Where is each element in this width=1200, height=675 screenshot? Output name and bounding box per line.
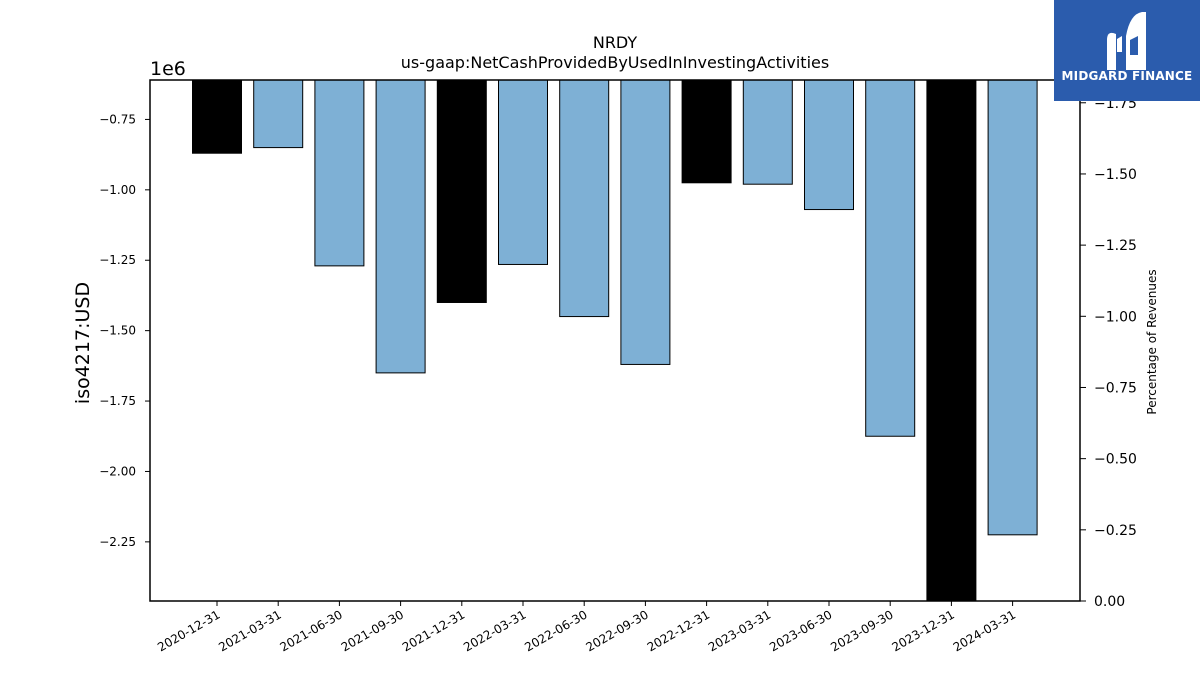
bar-2022-12-31 [681, 79, 732, 184]
plot-frame [149, 79, 1081, 602]
bar-2024-03-31 [987, 79, 1038, 536]
x-tick-label: 2023-06-30 [767, 607, 834, 654]
bar-2021-12-31 [436, 79, 487, 303]
bar-2021-06-30 [314, 79, 365, 267]
y2-tick-label: −1.00 [1094, 309, 1137, 325]
y-tick-label: −1.25 [99, 253, 136, 267]
y2-tick-label: −1.50 [1094, 167, 1137, 183]
x-axis-ticks: 2020-12-312021-03-312021-06-302021-09-30… [155, 601, 1018, 654]
bar-2021-09-30 [375, 79, 426, 374]
x-tick-label: 2024-03-31 [951, 607, 1018, 654]
y-axis-label: iso4217:USD [72, 282, 94, 404]
chart-subtitle: us-gaap:NetCashProvidedByUsedInInvesting… [401, 53, 829, 72]
bar-2023-06-30 [804, 79, 854, 211]
bar-2023-12-31 [926, 79, 977, 602]
y-axis-ticks: −0.75 −1.00 −1.25 −1.50 −1.75 −2.00 −2.25 [99, 112, 150, 549]
y2-tick-label: −1.25 [1094, 238, 1137, 254]
y-tick-label: −0.75 [99, 112, 136, 126]
x-tick-label: 2022-12-31 [645, 607, 712, 654]
x-tick-label: 2020-12-31 [155, 607, 222, 654]
y2-tick-label: −0.25 [1094, 523, 1137, 539]
y-tick-label: −2.25 [99, 535, 136, 549]
y-axis-multiplier: 1e6 [150, 58, 186, 80]
x-tick-label: 2021-06-30 [277, 607, 344, 654]
bar-2023-09-30 [865, 79, 916, 437]
chart-title: NRDY [593, 33, 638, 52]
y-tick-label: −2.00 [99, 464, 136, 478]
bars-group [192, 79, 1038, 602]
y-tick-label: −1.75 [99, 394, 136, 408]
x-tick-label: 2022-03-31 [461, 607, 528, 654]
bar-2022-06-30 [559, 79, 610, 318]
y2-tick-label: −0.50 [1094, 452, 1137, 468]
bar-2022-03-31 [498, 79, 548, 265]
y2-axis-ticks: 0.00−0.25−0.50−0.75−1.00−1.25−1.50−1.75 [1080, 96, 1137, 610]
x-tick-label: 2022-06-30 [522, 607, 589, 654]
x-tick-label: 2021-03-31 [216, 607, 283, 654]
bar-2023-03-31 [742, 79, 793, 185]
midgard-logo-icon [1107, 12, 1146, 70]
y-tick-label: −1.50 [99, 324, 136, 338]
x-tick-label: 2021-09-30 [339, 607, 406, 654]
x-tick-label: 2023-12-31 [889, 607, 956, 654]
y2-axis-label: Percentage of Revenues [1145, 269, 1159, 414]
logo-text: MIDGARD FINANCE [1061, 69, 1193, 83]
x-tick-label: 2023-03-31 [706, 607, 773, 654]
x-tick-label: 2023-09-30 [828, 607, 895, 654]
y-tick-label: −1.00 [99, 183, 136, 197]
y2-tick-label: 0.00 [1094, 594, 1125, 610]
bar-2022-09-30 [620, 79, 671, 365]
x-tick-label: 2022-09-30 [583, 607, 650, 654]
bar-2021-03-31 [253, 79, 304, 149]
bar-2020-12-31 [192, 79, 242, 154]
midgard-finance-logo: MIDGARD FINANCE [1054, 0, 1200, 101]
y2-tick-label: −0.75 [1094, 380, 1137, 396]
x-tick-label: 2021-12-31 [400, 607, 467, 654]
